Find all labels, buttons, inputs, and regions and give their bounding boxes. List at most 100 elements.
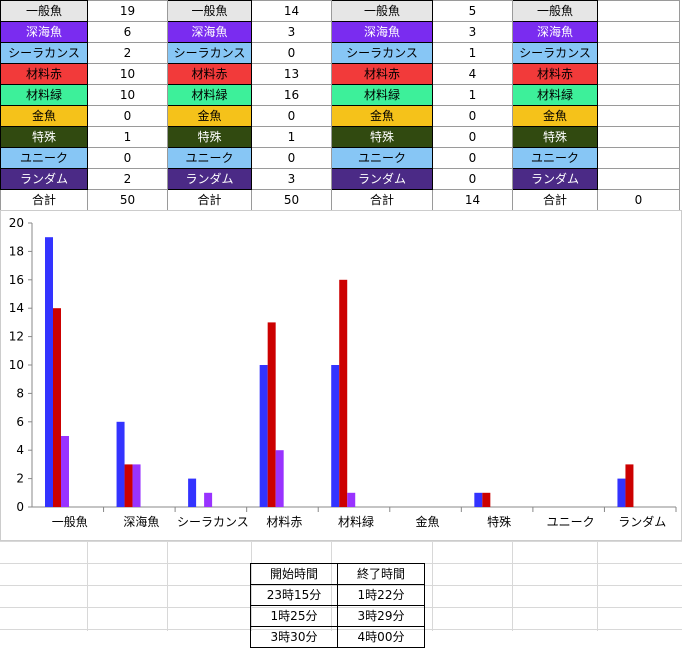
category-label-cell[interactable]: シーラカンス <box>512 42 598 64</box>
y-tick-label: 16 <box>9 273 24 287</box>
label-cell[interactable]: 合計 <box>331 189 433 211</box>
category-label-cell[interactable]: 材料赤 <box>512 63 598 85</box>
table-row: シーラカンス 2 シーラカンス 0 シーラカンス 1 シーラカンス <box>0 42 680 64</box>
category-label-cell[interactable]: ユニーク <box>512 147 598 169</box>
bar <box>132 464 141 507</box>
value-cell[interactable] <box>597 105 680 127</box>
value-cell[interactable]: 0 <box>251 42 332 64</box>
category-label-cell[interactable]: ランダム <box>0 168 88 190</box>
category-label-cell[interactable]: シーラカンス <box>167 42 252 64</box>
value-cell[interactable]: 19 <box>87 0 168 22</box>
value-cell[interactable] <box>597 0 680 22</box>
category-label-cell[interactable]: 材料赤 <box>0 63 88 85</box>
category-label-cell[interactable]: 一般魚 <box>331 0 433 22</box>
value-cell[interactable]: 4 <box>432 63 513 85</box>
category-label-cell[interactable]: 深海魚 <box>167 21 252 43</box>
category-label-cell[interactable]: ランダム <box>512 168 598 190</box>
bar <box>625 464 634 507</box>
category-label-cell[interactable]: 材料緑 <box>331 84 433 106</box>
category-label-cell[interactable]: ユニーク <box>0 147 88 169</box>
category-label-cell[interactable]: ランダム <box>167 168 252 190</box>
bar <box>124 464 133 507</box>
category-label-cell[interactable]: 特殊 <box>512 126 598 148</box>
category-label-cell[interactable]: 特殊 <box>331 126 433 148</box>
value-cell[interactable]: 1 <box>432 42 513 64</box>
value-cell[interactable]: 0 <box>432 105 513 127</box>
label-cell[interactable]: 合計 <box>0 189 88 211</box>
value-cell[interactable] <box>597 147 680 169</box>
category-label-cell[interactable]: ユニーク <box>167 147 252 169</box>
category-label-cell[interactable]: 金魚 <box>0 105 88 127</box>
value-cell[interactable]: 0 <box>87 147 168 169</box>
category-label-cell[interactable]: 一般魚 <box>512 0 598 22</box>
value-cell[interactable]: 10 <box>87 63 168 85</box>
sheet-gridline <box>87 541 88 631</box>
bar <box>45 237 53 507</box>
category-label-cell[interactable]: 材料緑 <box>167 84 252 106</box>
value-cell[interactable] <box>597 42 680 64</box>
category-label-cell[interactable]: シーラカンス <box>331 42 433 64</box>
category-label-cell[interactable]: 金魚 <box>331 105 433 127</box>
category-label-cell[interactable]: 深海魚 <box>512 21 598 43</box>
category-label-cell[interactable]: 一般魚 <box>167 0 252 22</box>
bar <box>204 492 213 507</box>
bar <box>331 365 340 507</box>
value-cell[interactable] <box>597 84 680 106</box>
value-cell[interactable]: 5 <box>432 0 513 22</box>
value-cell[interactable]: 14 <box>432 189 513 211</box>
category-label-cell[interactable]: 深海魚 <box>331 21 433 43</box>
y-tick-label: 0 <box>16 500 24 514</box>
value-cell[interactable]: 50 <box>251 189 332 211</box>
value-cell[interactable]: 3 <box>432 21 513 43</box>
category-label-cell[interactable]: 一般魚 <box>0 0 88 22</box>
value-cell[interactable] <box>597 21 680 43</box>
value-cell[interactable]: 10 <box>87 84 168 106</box>
category-label-cell[interactable]: 特殊 <box>0 126 88 148</box>
value-cell[interactable]: 14 <box>251 0 332 22</box>
y-tick-label: 18 <box>9 244 24 258</box>
category-label-cell[interactable]: ユニーク <box>331 147 433 169</box>
y-tick-label: 8 <box>16 386 24 400</box>
time-header-end: 終了時間 <box>337 563 425 585</box>
y-tick-label: 2 <box>16 472 24 486</box>
value-cell[interactable]: 2 <box>87 42 168 64</box>
value-cell[interactable]: 13 <box>251 63 332 85</box>
value-cell[interactable]: 2 <box>87 168 168 190</box>
value-cell[interactable]: 50 <box>87 189 168 211</box>
value-cell[interactable]: 16 <box>251 84 332 106</box>
category-label-cell[interactable]: ランダム <box>331 168 433 190</box>
value-cell[interactable]: 3 <box>251 168 332 190</box>
category-label-cell[interactable]: 材料緑 <box>512 84 598 106</box>
table-row: ランダム 2 ランダム 3 ランダム 0 ランダム <box>0 168 680 190</box>
value-cell[interactable]: 3 <box>251 21 332 43</box>
chart-svg: 0 2 4 6 8 10 12 14 16 18 20 一般魚 深海魚 シーラカンス 材料赤 材料緑 金魚 特殊 ユ… <box>0 210 682 541</box>
category-label-cell[interactable]: 特殊 <box>167 126 252 148</box>
y-tick-label: 14 <box>9 301 24 315</box>
category-label-cell[interactable]: シーラカンス <box>0 42 88 64</box>
value-cell[interactable]: 0 <box>432 126 513 148</box>
category-label-cell[interactable]: 材料緑 <box>0 84 88 106</box>
bar <box>617 478 626 507</box>
label-cell[interactable]: 合計 <box>512 189 598 211</box>
category-label-cell[interactable]: 材料赤 <box>331 63 433 85</box>
category-label-cell[interactable]: 金魚 <box>512 105 598 127</box>
x-tick-label: 特殊 <box>487 514 511 529</box>
bar <box>482 492 491 507</box>
value-cell[interactable]: 0 <box>432 147 513 169</box>
value-cell[interactable]: 0 <box>597 189 680 211</box>
value-cell[interactable]: 0 <box>432 168 513 190</box>
category-label-cell[interactable]: 深海魚 <box>0 21 88 43</box>
value-cell[interactable] <box>597 63 680 85</box>
value-cell[interactable]: 0 <box>251 105 332 127</box>
value-cell[interactable]: 1 <box>251 126 332 148</box>
value-cell[interactable]: 6 <box>87 21 168 43</box>
value-cell[interactable]: 0 <box>251 147 332 169</box>
value-cell[interactable] <box>597 168 680 190</box>
category-label-cell[interactable]: 金魚 <box>167 105 252 127</box>
label-cell[interactable]: 合計 <box>167 189 252 211</box>
value-cell[interactable]: 1 <box>432 84 513 106</box>
category-label-cell[interactable]: 材料赤 <box>167 63 252 85</box>
value-cell[interactable]: 1 <box>87 126 168 148</box>
value-cell[interactable]: 0 <box>87 105 168 127</box>
value-cell[interactable] <box>597 126 680 148</box>
